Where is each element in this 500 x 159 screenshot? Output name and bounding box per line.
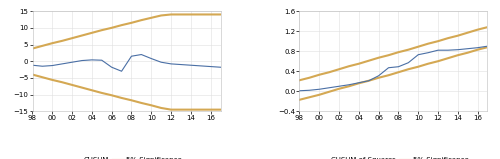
Legend: CUSUM of Squares, 5% Significance: CUSUM of Squares, 5% Significance [316, 154, 471, 159]
Legend: CUSUM, 5% Significance: CUSUM, 5% Significance [68, 154, 184, 159]
